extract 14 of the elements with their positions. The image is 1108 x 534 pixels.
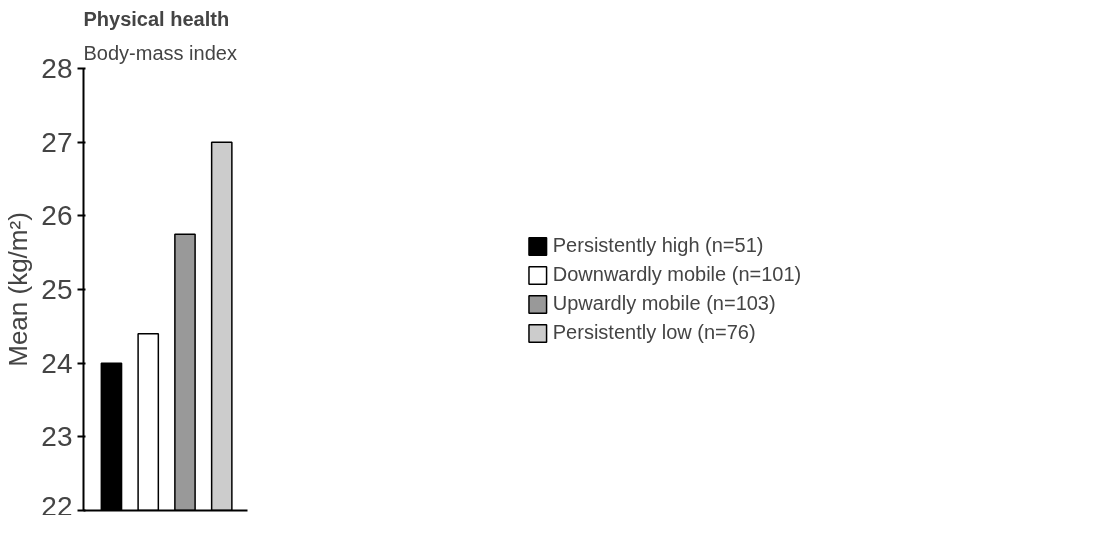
legend-label: Persistently low (n=76) [552, 321, 756, 344]
y-tick-label: 22 [41, 490, 73, 522]
legend-label: Upwardly mobile (n=103) [552, 292, 776, 315]
legend-label: Downwardly mobile (n=101) [552, 263, 802, 286]
chart-subtitle: Body-mass index [83, 41, 237, 64]
y-tick-label: 27 [41, 126, 73, 158]
y-tick-label: 26 [41, 200, 73, 232]
y-tick-label: 28 [41, 53, 73, 84]
y-tick-label: 23 [41, 421, 73, 453]
chart-title: Physical health [83, 7, 230, 30]
y-tick-label: 24 [41, 347, 73, 379]
y-axis-title: Mean (kg/m²) [3, 212, 34, 367]
y-tick-label: 25 [41, 274, 73, 305]
legend-label: Persistently high (n=51) [552, 234, 764, 257]
